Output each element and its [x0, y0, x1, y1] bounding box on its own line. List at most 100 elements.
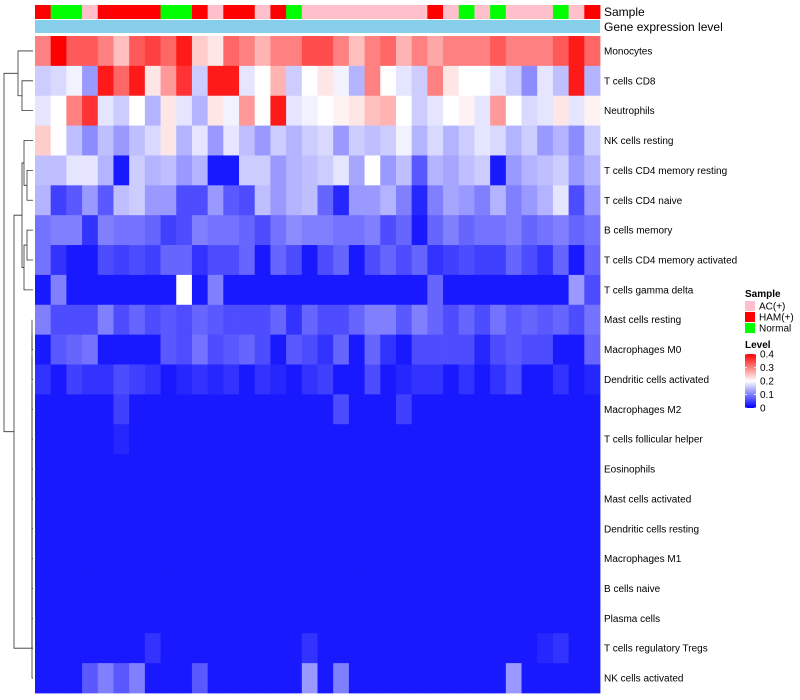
heatmap-cell	[66, 543, 83, 574]
heatmap-cell	[286, 65, 303, 97]
heatmap-cell	[380, 274, 397, 306]
heatmap-cell	[301, 95, 318, 126]
heatmap-cell	[537, 245, 554, 276]
heatmap-cell	[270, 454, 287, 485]
sample-track-cell	[317, 5, 334, 19]
heatmap-cell	[474, 334, 491, 365]
heatmap-cell	[270, 125, 287, 156]
heatmap-cell	[160, 513, 177, 545]
heatmap-cell	[348, 663, 365, 694]
heatmap-cell	[223, 274, 240, 306]
level-tick-label: 0.4	[760, 350, 774, 361]
heatmap-cell	[191, 543, 209, 574]
heatmap-cell	[537, 274, 554, 306]
level-legend: Level 0.4 0.3 0.2 0.1 0	[745, 340, 774, 415]
heatmap-cell	[254, 543, 271, 574]
heatmap-cell	[348, 65, 365, 97]
level-colorbar	[745, 354, 756, 408]
heatmap-cell	[160, 633, 177, 664]
heatmap-cell	[254, 95, 271, 126]
sample-track-cell	[537, 5, 554, 19]
heatmap-cell	[364, 483, 381, 515]
heatmap-cell	[395, 65, 413, 97]
heatmap-cell	[427, 215, 444, 246]
heatmap-cell	[521, 185, 538, 216]
heatmap-cell	[443, 394, 460, 425]
heatmap-cell	[113, 663, 130, 694]
heatmap-cell	[35, 65, 52, 97]
heatmap-cell	[348, 633, 365, 664]
heatmap-cell	[490, 573, 507, 604]
heatmap-cell	[490, 245, 507, 276]
dendrogram-branch	[31, 618, 33, 679]
heatmap-cell	[286, 245, 303, 276]
heatmap-cell	[286, 573, 303, 604]
heatmap-cell	[395, 454, 413, 485]
heatmap-cell	[584, 125, 601, 156]
heatmap-cell	[223, 334, 240, 365]
heatmap-cell	[458, 274, 475, 306]
heatmap-cell	[348, 424, 365, 455]
heatmap-cell	[474, 483, 491, 515]
heatmap-cell	[443, 185, 460, 216]
heatmap-cell	[568, 513, 585, 545]
row-label: B cells naive	[604, 584, 661, 595]
heatmap-cell	[443, 633, 460, 664]
heatmap-cell	[239, 125, 256, 156]
heatmap-cell	[317, 245, 334, 276]
heatmap-cell	[82, 95, 99, 126]
heatmap-cell	[505, 245, 522, 276]
heatmap-cell	[97, 304, 114, 336]
heatmap-cell	[411, 125, 428, 156]
heatmap-cell	[82, 185, 99, 216]
heatmap-cell	[254, 274, 271, 306]
heatmap-cell	[427, 483, 444, 515]
heatmap-cell	[301, 543, 318, 574]
heatmap-cell	[176, 274, 193, 306]
row-label: Neutrophils	[604, 106, 655, 117]
heatmap-cell	[82, 424, 99, 455]
dendrogram-branch	[13, 214, 32, 649]
heatmap-cell	[223, 125, 240, 156]
heatmap-cell	[364, 603, 381, 634]
heatmap-cell	[160, 573, 177, 604]
heatmap-cell	[50, 65, 67, 97]
heatmap-cell	[82, 513, 99, 545]
heatmap-cell	[176, 155, 193, 186]
heatmap-cell	[97, 36, 114, 67]
heatmap-cell	[82, 274, 99, 306]
level-tick-label: 0	[760, 404, 766, 415]
heatmap-cell	[129, 125, 146, 156]
heatmap-cell	[176, 663, 193, 694]
heatmap-cell	[443, 215, 460, 246]
heatmap-cell	[270, 573, 287, 604]
heatmap-cell	[521, 215, 538, 246]
heatmap-cell	[97, 155, 114, 186]
heatmap-cell	[176, 215, 193, 246]
heatmap-cell	[364, 155, 381, 186]
heatmap-cell	[395, 334, 413, 365]
heatmap-cell	[474, 155, 491, 186]
heatmap-cell	[333, 95, 350, 126]
expression-track-label: Gene expression level	[604, 20, 723, 34]
sample-track-cell	[427, 5, 444, 19]
heatmap-cell	[458, 245, 475, 276]
sample-track-cell	[144, 5, 161, 19]
heatmap-cell	[427, 274, 444, 306]
heatmap-cell	[552, 245, 570, 276]
heatmap-cell	[270, 155, 287, 186]
row-label: NK cells resting	[604, 136, 673, 147]
row-labels: Monocytes T cells CD8 Neutrophils NK cells …	[604, 46, 737, 684]
dendrogram-branch	[3, 72, 18, 433]
heatmap-cell	[552, 334, 570, 365]
heatmap-cell	[97, 245, 114, 276]
heatmap-cell	[364, 334, 381, 365]
heatmap-cell	[113, 185, 130, 216]
heatmap-cell	[411, 364, 428, 395]
heatmap-cell	[35, 573, 52, 604]
heatmap-cell	[129, 483, 146, 515]
heatmap-cell	[317, 65, 334, 97]
sample-track-cell	[66, 5, 83, 19]
row-label: T cells CD4 naive	[604, 196, 683, 207]
heatmap-cell	[474, 603, 491, 634]
